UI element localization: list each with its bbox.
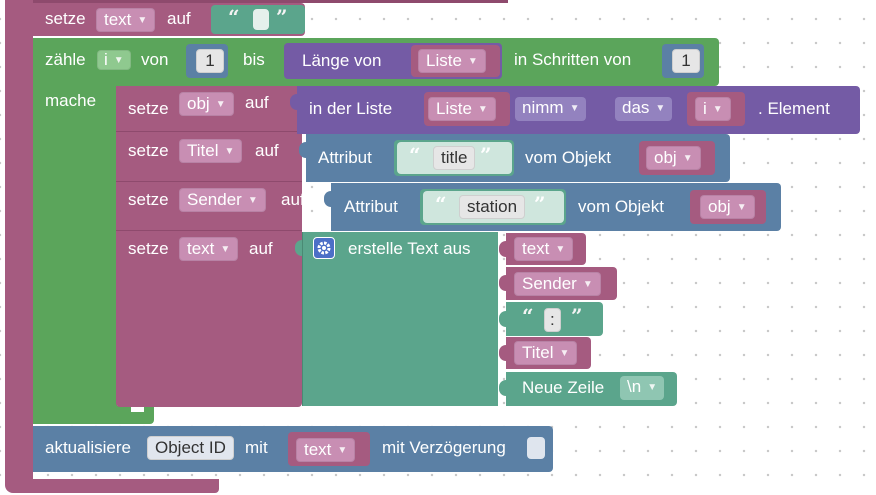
from-number-field[interactable]: 1 — [196, 49, 224, 73]
quote-open: “ — [522, 304, 534, 328]
input-connector — [499, 345, 506, 361]
aktualisiere-label: aktualisiere — [45, 438, 131, 457]
dropdown-arrow-icon: ▼ — [224, 146, 235, 157]
loop-notch — [131, 406, 144, 412]
join-titel-variable-dropdown[interactable]: Titel ▼ — [514, 341, 578, 365]
loop-left-arm — [33, 38, 117, 421]
colon-string-field[interactable]: : — [544, 308, 561, 332]
input-connector — [499, 275, 506, 291]
list-mode-dropdown[interactable]: nimm ▼ — [515, 97, 587, 121]
dropdown-arrow-icon: ▼ — [559, 348, 570, 359]
mit-label: mit — [245, 438, 268, 457]
list-where-dropdown[interactable]: das ▼ — [615, 97, 673, 121]
attribute-connector — [324, 191, 331, 207]
auf-label: auf — [249, 239, 273, 258]
outer-top-stub — [33, 0, 508, 3]
dropdown-arrow-icon: ▼ — [655, 103, 666, 114]
empty-string-field[interactable] — [253, 9, 269, 30]
setze-label: setze — [128, 239, 169, 258]
titel-variable-dropdown[interactable]: Titel ▼ — [179, 139, 243, 163]
setze-label: setze — [128, 141, 169, 160]
quote-open: “ — [228, 5, 240, 29]
dropdown-arrow-icon: ▼ — [337, 445, 348, 456]
quote-open: “ — [409, 143, 421, 167]
dropdown-arrow-icon: ▼ — [712, 104, 723, 115]
create-text-join-block[interactable] — [302, 232, 498, 406]
quote-close: ” — [534, 192, 546, 216]
bis-label: bis — [243, 50, 265, 69]
newline-dropdown[interactable]: \n ▼ — [620, 376, 665, 400]
input-connector — [499, 241, 506, 257]
zaehle-label: zähle — [45, 50, 86, 69]
loop-bottom-arm — [33, 406, 154, 424]
input-connector — [499, 311, 506, 327]
in-der-liste-label: in der Liste — [309, 99, 393, 118]
text-variable-dropdown[interactable]: text ▼ — [179, 237, 239, 261]
dropdown-arrow-icon: ▼ — [569, 103, 580, 114]
list-variable-dropdown-2[interactable]: Liste ▼ — [428, 97, 496, 121]
laenge-von-label: Länge von — [302, 51, 382, 70]
obj-variable-dropdown-2[interactable]: obj ▼ — [700, 195, 755, 219]
auf-label: auf — [167, 9, 191, 28]
join-connector — [295, 240, 302, 256]
dropdown-arrow-icon: ▼ — [137, 15, 148, 26]
quote-close: ” — [480, 143, 492, 167]
dropdown-arrow-icon: ▼ — [647, 382, 658, 393]
title-string-field[interactable]: title — [433, 146, 476, 170]
von-label: von — [141, 50, 169, 69]
dropdown-arrow-icon: ▼ — [467, 56, 478, 67]
quote-close: ” — [276, 5, 288, 29]
obj-variable-dropdown-1[interactable]: obj ▼ — [646, 146, 701, 170]
join-sender-variable-dropdown[interactable]: Sender ▼ — [514, 272, 601, 296]
dropdown-arrow-icon: ▼ — [555, 244, 566, 255]
auf-label: auf — [245, 93, 269, 112]
station-string-field[interactable]: station — [459, 195, 526, 219]
quote-open: “ — [435, 192, 447, 216]
auf-label: auf — [255, 141, 279, 160]
list-variable-dropdown[interactable]: Liste ▼ — [418, 49, 486, 73]
auf-label: auf — [281, 190, 305, 209]
in-schritten-von-label: in Schritten von — [514, 50, 632, 69]
obj-variable-dropdown[interactable]: obj ▼ — [179, 92, 234, 116]
setze-label: setze — [45, 9, 86, 28]
attribut-label: Attribut — [318, 148, 372, 167]
mit-verzoegerung-label: mit Verzögerung — [382, 438, 506, 457]
mache-label: mache — [45, 91, 97, 110]
setze-label: setze — [128, 190, 169, 209]
vom-objekt-label: vom Objekt — [578, 197, 664, 216]
object-id-field[interactable]: Object ID — [147, 436, 234, 460]
dropdown-arrow-icon: ▼ — [682, 153, 693, 164]
dropdown-arrow-icon: ▼ — [220, 244, 231, 255]
update-variable-dropdown[interactable]: text ▼ — [296, 438, 356, 462]
dropdown-arrow-icon: ▼ — [582, 279, 593, 290]
dropdown-arrow-icon: ▼ — [736, 202, 747, 213]
variable-dropdown-text[interactable]: text ▼ — [96, 8, 156, 32]
erstelle-text-aus-label: erstelle Text aus — [348, 239, 471, 258]
index-variable-dropdown[interactable]: i ▼ — [695, 97, 731, 121]
neue-zeile-label: Neue Zeile — [522, 378, 605, 397]
dropdown-arrow-icon: ▼ — [477, 104, 488, 115]
delay-checkbox[interactable] — [527, 437, 545, 459]
gear-icon[interactable] — [313, 237, 335, 259]
vom-objekt-label: vom Objekt — [525, 148, 611, 167]
set-text-block[interactable] — [116, 232, 302, 406]
setze-label: setze — [128, 99, 169, 118]
element-label: . Element — [758, 99, 830, 118]
join-text-variable-dropdown[interactable]: text ▼ — [514, 237, 574, 261]
dropdown-arrow-icon: ▼ — [113, 55, 124, 66]
input-connector — [499, 380, 506, 396]
loop-variable-dropdown[interactable]: i ▼ — [97, 50, 131, 70]
sender-variable-dropdown[interactable]: Sender ▼ — [179, 188, 266, 212]
step-number-field[interactable]: 1 — [672, 49, 700, 73]
quote-close: ” — [571, 304, 583, 328]
attribute-connector — [299, 142, 306, 158]
attribut-label: Attribut — [344, 197, 398, 216]
dropdown-arrow-icon: ▼ — [215, 99, 226, 110]
dropdown-arrow-icon: ▼ — [247, 195, 258, 206]
outer-frame-bar — [5, 0, 33, 485]
outer-frame-bottom — [5, 479, 219, 493]
in-list-connector — [290, 94, 297, 110]
